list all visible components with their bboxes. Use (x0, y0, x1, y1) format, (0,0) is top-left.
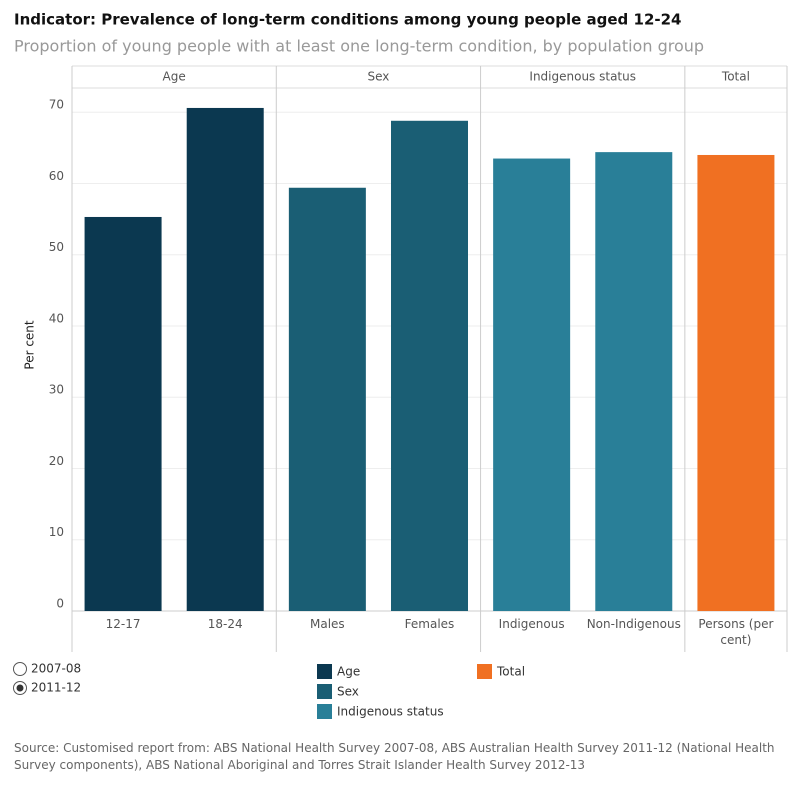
y-tick-label: 70 (49, 98, 64, 112)
source: Source: Customised report from: ABS Nati… (14, 741, 775, 772)
chart-title: Indicator: Prevalence of long-term condi… (14, 11, 681, 29)
y-axis-label: Per cent (23, 320, 37, 370)
x-tick-label: 18-24 (207, 617, 243, 631)
bar (697, 154, 775, 611)
legend-swatch (317, 684, 332, 699)
chart-subtitle: Proportion of young people with at least… (14, 37, 704, 56)
y-tick-label: 60 (49, 169, 64, 183)
legend-label: Sex (337, 685, 359, 699)
bar (288, 187, 366, 611)
y-tick-label: 0 (56, 597, 64, 611)
y-tick-label: 40 (49, 311, 64, 325)
legend-swatch (317, 664, 332, 679)
y-tick-label: 50 (49, 240, 64, 254)
radio-dot (16, 684, 24, 692)
y-tick-label: 20 (49, 454, 64, 468)
source-box: Source: Customised report from: ABS Nati… (14, 741, 775, 772)
x-tick-label: Indigenous (498, 617, 565, 631)
legend-swatch (477, 664, 492, 679)
legend-label: Indigenous status (337, 705, 444, 719)
y-tick-label: 10 (49, 525, 64, 539)
group-header: Total (721, 70, 750, 84)
x-tick-box: Non-Indigenous (586, 617, 681, 631)
radio-label: 2007-08 (31, 662, 81, 676)
x-tick-label: Males (310, 617, 345, 631)
x-tick-box: Males (310, 617, 345, 631)
bar (595, 152, 673, 612)
x-tick-box: Females (404, 617, 455, 631)
bar (84, 216, 162, 611)
legend-label: Total (496, 665, 525, 679)
bar (493, 158, 571, 611)
y-tick-label: 30 (49, 383, 64, 397)
x-tick-box: 12-17 (105, 617, 141, 631)
group-header: Indigenous status (529, 70, 636, 84)
legend-swatch (317, 704, 332, 719)
x-tick-box: 18-24 (207, 617, 243, 631)
x-tick-label: Persons (per cent) (698, 617, 774, 647)
bar (391, 120, 468, 612)
radio-button[interactable] (13, 662, 27, 676)
x-tick-label: 12-17 (105, 617, 141, 631)
x-tick-box: Indigenous (498, 617, 565, 631)
x-tick-label: Non-Indigenous (586, 617, 681, 631)
x-tick-box: Persons (per cent) (698, 617, 774, 647)
bar (186, 107, 264, 611)
x-tick-label: Females (404, 617, 455, 631)
group-header: Age (163, 70, 186, 84)
legend-label: Age (337, 665, 360, 679)
group-header: Sex (367, 70, 389, 84)
radio-label: 2011-12 (31, 681, 81, 695)
